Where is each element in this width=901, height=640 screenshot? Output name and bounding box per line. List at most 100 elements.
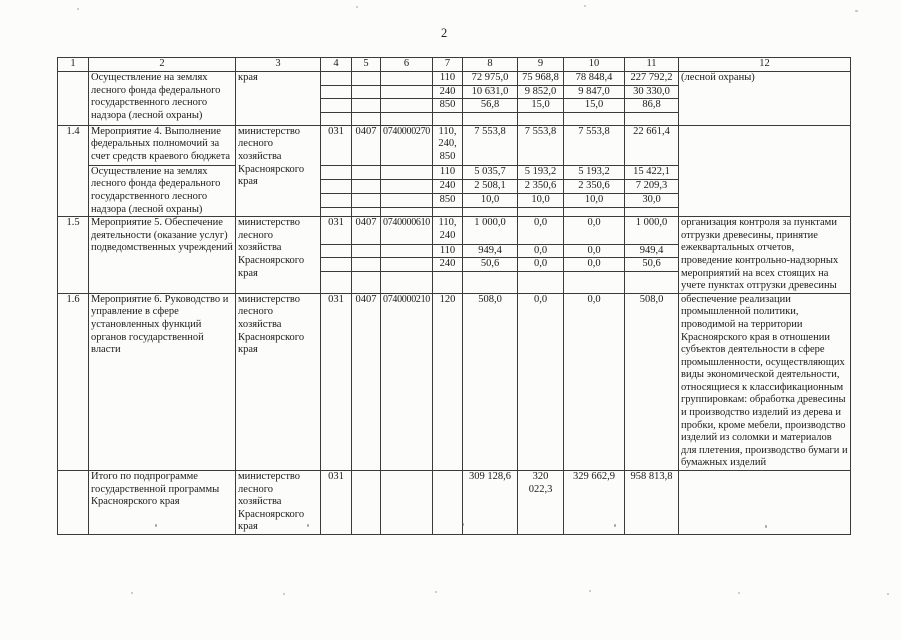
vr-code-cell: 850 [432,192,463,208]
table-row: 240 10 631,0 9 852,0 9 847,0 30 330,0 [58,84,851,100]
empty-cell [351,178,381,194]
amount-cell: 22 661,4 [624,124,679,166]
vr-code-cell: 110 [432,243,463,259]
empty-cell [320,178,352,194]
amount-cell: 9 847,0 [563,84,625,100]
empty-cell [351,206,381,218]
row-number-cell [57,71,89,126]
amount-cell: 5 193,2 [517,164,564,180]
rzpr-code-cell: 0407 [351,216,381,245]
result-note-cell [678,124,851,218]
amount-cell: 50,6 [462,257,518,273]
empty-cell [517,206,564,218]
vr-code-cell: 110 [432,71,463,86]
csr-code-cell: 0740000270 [380,124,433,166]
grbs-code-cell: 031 [320,470,352,535]
empty-cell [320,111,352,126]
column-number: 11 [624,57,679,72]
empty-cell [351,243,381,259]
empty-cell [320,84,352,100]
amount-cell: 10,0 [462,192,518,208]
amount-cell: 50,6 [624,257,679,273]
empty-cell [380,271,433,294]
vr-code-cell: 110, 240, 850 [432,124,463,166]
amount-cell: 2 350,6 [517,178,564,194]
table-total-row: Итого по подпрограмме государственной пр… [57,470,851,535]
amount-cell: 1 000,0 [462,216,518,245]
empty-cell [563,271,625,294]
empty-cell [351,98,381,113]
amount-cell: 0,0 [563,292,625,472]
empty-cell [351,111,381,126]
amount-cell: 958 813,8 [624,470,679,535]
rzpr-code-cell: 0407 [351,124,381,166]
amount-cell: 15 422,1 [624,164,679,180]
amount-cell: 15,0 [563,98,625,113]
column-number: 2 [88,57,236,72]
budget-table: 1 2 3 4 5 6 7 8 9 10 11 12 Осуществление… [57,57,851,535]
empty-cell [320,206,352,218]
scan-speck-dot [887,593,889,595]
vr-code-cell: 110, 240 [432,216,463,245]
empty-cell [432,111,463,126]
empty-cell [351,84,381,100]
empty-cell [517,271,564,294]
empty-cell [517,111,564,126]
empty-cell [380,257,433,273]
empty-cell [351,192,381,208]
vr-code-cell: 120 [432,292,463,472]
amount-cell: 0,0 [563,216,625,245]
scan-speck-dot [307,524,309,527]
amount-cell: 949,4 [624,243,679,259]
table-header-row: 1 2 3 4 5 6 7 8 9 10 11 12 [57,57,851,72]
grbs-code-cell: 031 [320,124,352,166]
amount-cell: 10 631,0 [462,84,518,100]
column-number: 7 [432,57,463,72]
scan-speck-dot [738,592,740,594]
amount-cell: 0,0 [517,243,564,259]
column-number: 1 [57,57,89,72]
table-row [58,271,851,294]
row-number-cell: 1.6 [57,292,89,472]
amount-cell: 5 035,7 [462,164,518,180]
scan-speck-dot [283,593,285,595]
column-number: 6 [380,57,433,72]
vr-code-cell: 240 [432,84,463,100]
vr-code-cell: 110 [432,164,463,180]
empty-cell [462,111,518,126]
csr-code-cell: 0740000610 [380,216,433,245]
empty-cell [624,111,679,126]
activity-name-cell: Мероприятие 6. Руководство и управление … [88,292,236,472]
empty-cell [380,84,433,100]
empty-cell [462,206,518,218]
activity-name-cell: Осуществление на землях лесного фонда фе… [88,71,236,126]
empty-cell [320,164,352,180]
column-number: 8 [462,57,518,72]
executor-cell: края [235,71,321,126]
activity-subname-cell: Осуществление на землях лесного фонда фе… [88,164,236,218]
scan-speck-dot [584,5,586,7]
empty-cell [351,470,381,535]
amount-cell: 86,8 [624,98,679,113]
rzpr-code-cell: 0407 [351,292,381,472]
executor-cell: министерство лесного хозяйства Красноярс… [235,216,321,294]
amount-cell: 2 350,6 [563,178,625,194]
empty-cell [320,243,352,259]
scan-speck-dot [462,523,464,526]
empty-cell [380,164,433,180]
scan-speck-dot [589,590,591,592]
empty-cell [563,206,625,218]
amount-cell: 10,0 [517,192,564,208]
amount-cell: 7 553,8 [517,124,564,166]
amount-cell: 0,0 [563,243,625,259]
empty-cell [624,271,679,294]
scan-speck-dot [765,525,767,528]
amount-cell: 7 553,8 [462,124,518,166]
empty-cell [563,111,625,126]
activity-name-cell: Мероприятие 4. Выполнение федеральных по… [88,124,236,166]
vr-code-cell: 240 [432,178,463,194]
empty-cell [462,271,518,294]
executor-cell: министерство лесного хозяйства Красноярс… [235,124,321,218]
amount-cell: 7 553,8 [563,124,625,166]
executor-cell: министерство лесного хозяйства Красноярс… [235,292,321,472]
